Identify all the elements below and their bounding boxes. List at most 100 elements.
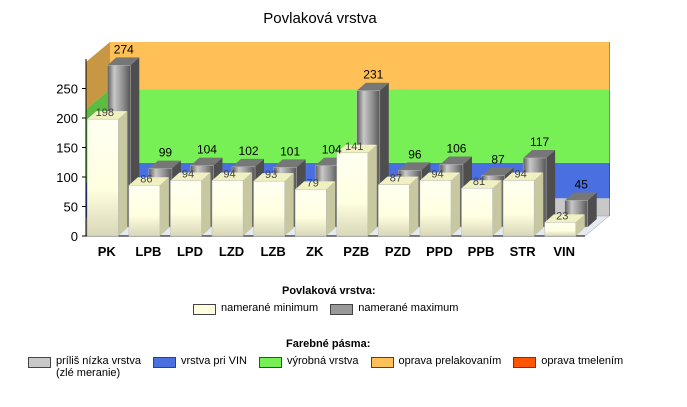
x-tick-label: LZD xyxy=(219,244,244,259)
band-side-3 xyxy=(86,42,110,110)
bar-max-LPD-top xyxy=(190,157,223,166)
bar-min-PZD xyxy=(378,176,419,237)
legend-swatch xyxy=(193,304,216,315)
x-tick-label: LPD xyxy=(177,244,203,259)
bars-layer xyxy=(87,57,597,237)
bar-min-VIN-top xyxy=(544,214,585,223)
legend-swatch xyxy=(513,357,537,368)
data-label-max: 96 xyxy=(408,147,422,161)
bar-min-LPB-side xyxy=(159,177,169,236)
series-legend-title: Povlaková vrstva: xyxy=(282,285,376,297)
bar-min-STR-front xyxy=(502,180,535,237)
bar-min-PK-side xyxy=(118,111,128,236)
bar-max-PK-top xyxy=(107,57,140,66)
bar-min-STR-side xyxy=(534,172,544,236)
bar-max-LZD-top xyxy=(232,158,265,167)
bar-min-LZB-side xyxy=(284,173,294,236)
legend-label: príliš nízka vrstva (zlé meranie) xyxy=(56,355,141,379)
data-label-max: 274 xyxy=(114,42,134,56)
bar-min-LZB xyxy=(253,173,294,237)
band-legend-item-4: oprava tmelením xyxy=(513,355,623,368)
bar-min-LPD-front xyxy=(170,180,202,237)
bar-min-PZD-top xyxy=(378,176,419,185)
bar-min-PK-front xyxy=(87,118,119,237)
x-tick-label: ZK xyxy=(306,244,324,259)
bar-min-PPD-top xyxy=(419,172,460,181)
data-label-min: 141 xyxy=(345,141,363,153)
band-legend-item-1: vrstva pri VIN xyxy=(152,355,247,368)
band-back-3 xyxy=(110,42,609,90)
bar-min-ZK-side xyxy=(326,181,336,236)
bar-min-ZK xyxy=(294,181,336,237)
bar-min-LPB-front xyxy=(128,185,161,237)
data-label-max: 87 xyxy=(491,153,505,167)
bar-min-LPD xyxy=(170,172,211,237)
data-label-min: 23 xyxy=(556,210,568,222)
data-label-max: 104 xyxy=(322,143,342,157)
y-tick-label: 0 xyxy=(71,229,78,244)
bar-min-LPB xyxy=(128,177,169,237)
bar-min-LPB-top xyxy=(128,177,169,186)
bar-max-STR-side xyxy=(546,149,556,227)
x-tick-label: PZB xyxy=(343,244,369,259)
data-label-max: 231 xyxy=(363,68,383,82)
series-legend-item-0: namerané minimum xyxy=(193,302,318,315)
data-label-min: 79 xyxy=(307,177,319,189)
legend-swatch xyxy=(258,357,282,368)
data-label-min: 94 xyxy=(515,169,527,181)
legend-label: oprava prelakovaním xyxy=(398,355,502,367)
bar-min-LPD-top xyxy=(170,172,211,181)
bar-min-VIN xyxy=(544,214,585,237)
x-tick-label: LZB xyxy=(260,244,285,259)
bar-min-PPB-top xyxy=(461,180,502,189)
legend-label: namerané maximum xyxy=(358,302,459,314)
band-legend-item-3: oprava prelakovaním xyxy=(370,355,502,368)
data-label-max: 117 xyxy=(530,135,549,149)
bar-min-ZK-front xyxy=(294,189,327,237)
bar-min-LZD-front xyxy=(211,180,244,237)
legend-swatch xyxy=(28,357,51,368)
band-edge-2 xyxy=(609,89,610,163)
data-label-min: 81 xyxy=(473,176,485,188)
bar-min-PPB-side xyxy=(492,180,502,236)
bar-max-LZB-top xyxy=(273,159,306,168)
x-tick-label: PK xyxy=(98,244,117,259)
labels-layer: 274198PK9986LPB10494LPD10294LZD10193LZB1… xyxy=(96,42,589,259)
x-tick-label: PPB xyxy=(468,244,495,259)
y-tick-label: 250 xyxy=(56,82,78,97)
legend-label: oprava tmelením xyxy=(541,355,624,367)
bar-min-PZB-front xyxy=(336,152,369,237)
data-label-min: 94 xyxy=(182,169,194,181)
bands-legend-title: Farebné pásma: xyxy=(286,338,371,350)
legend-swatch xyxy=(330,304,354,315)
bar-min-LZB-front xyxy=(253,180,285,237)
data-label-min: 198 xyxy=(96,107,114,119)
data-label-max: 102 xyxy=(239,144,259,158)
legend-label: vrstva pri VIN xyxy=(180,355,247,367)
bar-min-PPB-front xyxy=(461,187,493,237)
legend-label: namerané minimum xyxy=(221,302,319,314)
x-tick-label: STR xyxy=(510,244,537,259)
series-legend-item-1: namerané maximum xyxy=(330,302,458,315)
bar-min-VIN-front xyxy=(544,222,576,237)
axis-layer: 0 50 100 150 200 250 xyxy=(56,59,585,244)
y-tick-label: 200 xyxy=(56,111,78,126)
bar-min-STR xyxy=(502,172,544,237)
data-label-max: 45 xyxy=(575,177,589,191)
data-label-max: 106 xyxy=(446,141,466,155)
bar-min-STR-top xyxy=(503,172,544,181)
data-label-max: 99 xyxy=(159,146,173,160)
legend-label: výrobná vrstva xyxy=(286,355,359,367)
y-tick-label: 150 xyxy=(56,141,78,156)
data-label-min: 93 xyxy=(265,169,277,181)
bar-min-ZK-top xyxy=(295,181,336,190)
bar-min-PZB-top xyxy=(336,144,377,153)
data-label-min: 87 xyxy=(390,173,402,185)
legend-swatch xyxy=(370,357,394,368)
bar-min-LZB-top xyxy=(253,173,294,182)
bar-min-PZD-side xyxy=(409,176,419,236)
band-edge-3 xyxy=(609,42,610,90)
data-label-max: 104 xyxy=(197,143,217,157)
data-label-min: 94 xyxy=(431,169,443,181)
